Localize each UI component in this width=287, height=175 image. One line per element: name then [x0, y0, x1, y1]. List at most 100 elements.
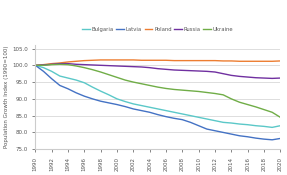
Bulgaria [58, 75, 61, 77]
Latvia [34, 64, 37, 66]
Poland [123, 59, 127, 61]
Poland [99, 59, 102, 61]
Bulgaria [205, 118, 209, 120]
Bulgaria [42, 67, 45, 69]
Russia [42, 64, 45, 66]
Ukraine [42, 64, 45, 66]
Bulgaria [262, 125, 266, 127]
Latvia [222, 131, 225, 134]
Latvia [172, 117, 176, 119]
Russia [58, 63, 61, 65]
Bulgaria [148, 106, 151, 108]
Russia [172, 69, 176, 71]
Poland [50, 63, 53, 65]
Latvia [156, 114, 160, 116]
Bulgaria [172, 111, 176, 113]
Ukraine [132, 81, 135, 83]
Latvia [83, 95, 86, 97]
Bulgaria [230, 122, 233, 124]
Russia [230, 74, 233, 76]
Bulgaria [115, 98, 119, 100]
Russia [213, 71, 217, 73]
Poland [213, 60, 217, 62]
Poland [230, 60, 233, 62]
Poland [34, 64, 37, 66]
Russia [66, 63, 70, 65]
Ukraine [123, 79, 127, 81]
Latvia [66, 88, 70, 90]
Bulgaria [132, 103, 135, 105]
Ukraine [279, 116, 282, 118]
Bulgaria [164, 110, 168, 112]
Latvia [58, 84, 61, 86]
Latvia [42, 70, 45, 72]
Bulgaria [156, 108, 160, 110]
Poland [270, 60, 274, 62]
Bulgaria [66, 77, 70, 79]
Ukraine [238, 101, 241, 103]
Bulgaria [189, 115, 192, 117]
Ukraine [83, 67, 86, 69]
Ukraine [58, 63, 61, 65]
Poland [91, 59, 94, 61]
Ukraine [189, 90, 192, 92]
Poland [74, 60, 78, 62]
Latvia [270, 139, 274, 141]
Poland [254, 60, 257, 62]
Ukraine [148, 84, 151, 86]
Latvia [213, 130, 217, 132]
Bulgaria [270, 126, 274, 128]
Ukraine [156, 86, 160, 88]
Poland [262, 60, 266, 62]
Latvia [50, 78, 53, 80]
Poland [205, 60, 209, 62]
Ukraine [107, 74, 110, 76]
Bulgaria [197, 116, 200, 118]
Bulgaria [213, 120, 217, 122]
Bulgaria [74, 79, 78, 81]
Line: Ukraine: Ukraine [35, 64, 280, 117]
Ukraine [115, 76, 119, 78]
Bulgaria [140, 104, 143, 107]
Latvia [254, 137, 257, 139]
Russia [34, 64, 37, 66]
Legend: Bulgaria, Latvia, Poland, Russia, Ukraine: Bulgaria, Latvia, Poland, Russia, Ukrain… [80, 25, 236, 34]
Russia [107, 65, 110, 67]
Poland [164, 59, 168, 61]
Latvia [238, 135, 241, 137]
Latvia [148, 111, 151, 113]
Russia [115, 65, 119, 67]
Russia [222, 73, 225, 75]
Poland [42, 64, 45, 66]
Poland [238, 60, 241, 62]
Ukraine [254, 106, 257, 108]
Bulgaria [50, 70, 53, 72]
Line: Latvia: Latvia [35, 65, 280, 140]
Bulgaria [181, 113, 184, 115]
Russia [140, 66, 143, 68]
Line: Russia: Russia [35, 64, 280, 78]
Poland [115, 59, 119, 61]
Ukraine [230, 98, 233, 100]
Russia [254, 77, 257, 79]
Latvia [74, 92, 78, 94]
Bulgaria [91, 86, 94, 88]
Russia [238, 75, 241, 77]
Bulgaria [99, 90, 102, 92]
Bulgaria [254, 125, 257, 127]
Russia [148, 67, 151, 69]
Latvia [107, 102, 110, 104]
Bulgaria [34, 64, 37, 66]
Ukraine [66, 64, 70, 66]
Latvia [262, 138, 266, 140]
Ukraine [172, 88, 176, 90]
Bulgaria [83, 82, 86, 84]
Latvia [197, 125, 200, 127]
Bulgaria [107, 94, 110, 96]
Ukraine [91, 69, 94, 71]
Ukraine [270, 111, 274, 113]
Ukraine [50, 64, 53, 66]
Poland [279, 60, 282, 62]
Russia [262, 77, 266, 79]
Ukraine [34, 64, 37, 66]
